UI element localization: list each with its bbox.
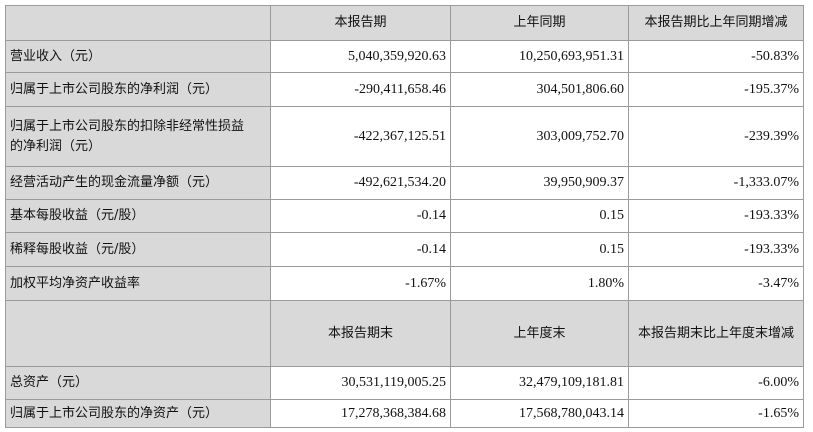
row-label: 稀释每股收益（元/股）	[5, 232, 271, 267]
value-cell: -1,333.07%	[628, 166, 804, 200]
value-cell: 10,250,693,951.31	[450, 40, 629, 73]
data-row: 归属于上市公司股东的扣除非经常性损益的净利润（元） -422,367,125.51…	[5, 106, 804, 167]
value-cell: -50.83%	[628, 40, 804, 73]
row-label: 归属于上市公司股东的净利润（元）	[5, 72, 271, 107]
value-cell: -1.67%	[270, 266, 451, 301]
row-label: 营业收入（元）	[5, 40, 271, 73]
header-cell: 上年同期	[450, 5, 629, 41]
value-cell: 39,950,909.37	[450, 166, 629, 200]
data-row: 归属于上市公司股东的净利润（元） -290,411,658.46 304,501,8…	[5, 72, 804, 107]
row-label: 加权平均净资产收益率	[5, 266, 271, 301]
data-row: 经营活动产生的现金流量净额（元） -492,621,534.20 39,950,90…	[5, 166, 804, 200]
value-cell: -6.00%	[628, 366, 804, 400]
value-cell: 0.15	[450, 199, 629, 233]
data-row: 总资产（元） 30,531,119,005.25 32,479,109,181.81…	[5, 366, 804, 400]
value-cell: 1.80%	[450, 266, 629, 301]
header-cell: 本报告期比上年同期增减	[628, 5, 804, 41]
value-cell: -1.65%	[628, 399, 804, 428]
header-cell: 本报告期末比上年度末增减	[628, 300, 804, 367]
value-cell: 17,568,780,043.14	[450, 399, 629, 428]
header-row: 本报告期 上年同期 本报告期比上年同期增减	[5, 5, 804, 41]
value-cell: -193.33%	[628, 232, 804, 267]
header-row: 本报告期末 上年度末 本报告期末比上年度末增减	[5, 300, 804, 367]
table-body: 本报告期 上年同期 本报告期比上年同期增减 营业收入（元） 5,040,359,920.…	[5, 5, 804, 428]
data-row: 加权平均净资产收益率 -1.67% 1.80% -3.47%	[5, 266, 804, 301]
header-cell: 上年度末	[450, 300, 629, 367]
row-label: 归属于上市公司股东的扣除非经常性损益的净利润（元）	[5, 106, 271, 167]
header-cell	[5, 5, 271, 41]
value-cell: 5,040,359,920.63	[270, 40, 451, 73]
value-cell: -239.39%	[628, 106, 804, 167]
value-cell: -422,367,125.51	[270, 106, 451, 167]
value-cell: -193.33%	[628, 199, 804, 233]
value-cell: 0.15	[450, 232, 629, 267]
header-cell	[5, 300, 271, 367]
header-cell: 本报告期末	[270, 300, 451, 367]
row-label: 归属于上市公司股东的净资产（元）	[5, 399, 271, 428]
value-cell: -195.37%	[628, 72, 804, 107]
value-cell: -0.14	[270, 232, 451, 267]
value-cell: 304,501,806.60	[450, 72, 629, 107]
data-row: 基本每股收益（元/股） -0.14 0.15 -193.33%	[5, 199, 804, 233]
row-label: 经营活动产生的现金流量净额（元）	[5, 166, 271, 200]
data-row: 营业收入（元） 5,040,359,920.63 10,250,693,951.31…	[5, 40, 804, 73]
row-label: 总资产（元）	[5, 366, 271, 400]
data-row: 稀释每股收益（元/股） -0.14 0.15 -193.33%	[5, 232, 804, 267]
data-row: 归属于上市公司股东的净资产（元） 17,278,368,384.68 17,568,…	[5, 399, 804, 428]
row-label: 基本每股收益（元/股）	[5, 199, 271, 233]
value-cell: -290,411,658.46	[270, 72, 451, 107]
value-cell: -0.14	[270, 199, 451, 233]
value-cell: 32,479,109,181.81	[450, 366, 629, 400]
value-cell: -492,621,534.20	[270, 166, 451, 200]
header-cell: 本报告期	[270, 5, 451, 41]
value-cell: -3.47%	[628, 266, 804, 301]
value-cell: 303,009,752.70	[450, 106, 629, 167]
financial-table: 本报告期 上年同期 本报告期比上年同期增减 营业收入（元） 5,040,359,920.…	[5, 5, 804, 428]
value-cell: 17,278,368,384.68	[270, 399, 451, 428]
value-cell: 30,531,119,005.25	[270, 366, 451, 400]
